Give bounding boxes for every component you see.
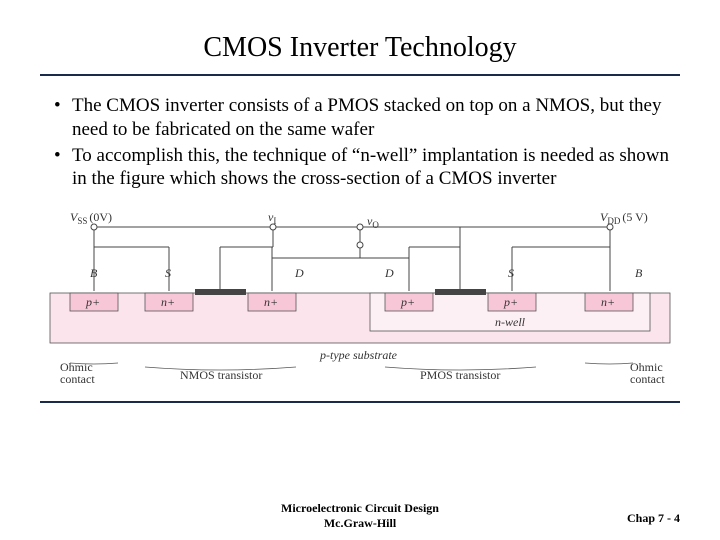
bullet-item: To accomplish this, the technique of “n-… xyxy=(54,144,680,192)
svg-text:B: B xyxy=(635,266,643,280)
svg-text:S: S xyxy=(508,266,514,280)
svg-text:D: D xyxy=(384,266,394,280)
footer-center: Microelectronic Circuit Design Mc.Graw-H… xyxy=(281,501,439,530)
svg-text:p+: p+ xyxy=(400,295,415,309)
svg-text:D: D xyxy=(294,266,304,280)
svg-text:VDD(5 V): VDD(5 V) xyxy=(600,210,648,226)
pmos-gate xyxy=(435,289,486,295)
nmos-gate xyxy=(195,289,246,295)
svg-text:vO: vO xyxy=(367,214,379,230)
bullet-item: The CMOS inverter consists of a PMOS sta… xyxy=(54,94,680,142)
rule-top xyxy=(40,74,680,76)
svg-text:p+: p+ xyxy=(503,295,518,309)
footer: Microelectronic Circuit Design Mc.Graw-H… xyxy=(0,501,720,530)
bullet-list: The CMOS inverter consists of a PMOS sta… xyxy=(40,94,680,191)
rule-bottom xyxy=(40,401,680,403)
bottom-labels: Ohmiccontact NMOS transistor PMOS transi… xyxy=(60,360,665,386)
slide-title: CMOS Inverter Technology xyxy=(40,32,680,64)
svg-text:VSS(0V): VSS(0V) xyxy=(70,210,112,226)
footer-line2: Mc.Graw-Hill xyxy=(281,516,439,530)
svg-text:Ohmiccontact: Ohmiccontact xyxy=(630,360,665,386)
svg-text:vI: vI xyxy=(268,210,276,226)
svg-text:B: B xyxy=(90,266,98,280)
pin-labels: B S D D S B xyxy=(90,266,643,280)
substrate-label: p-type substrate xyxy=(319,348,398,362)
wiring xyxy=(91,224,613,291)
svg-text:n+: n+ xyxy=(264,295,278,309)
footer-line1: Microelectronic Circuit Design xyxy=(281,501,439,515)
cmos-cross-section-svg: VSS(0V) vI vO VDD(5 V) B S D D S B p+ n+… xyxy=(40,203,680,393)
footer-right: Chap 7 - 4 xyxy=(627,511,680,526)
cmos-figure: VSS(0V) vI vO VDD(5 V) B S D D S B p+ n+… xyxy=(40,203,680,393)
nwell-label: n-well xyxy=(495,315,526,329)
svg-text:S: S xyxy=(165,266,171,280)
svg-text:n+: n+ xyxy=(601,295,615,309)
svg-text:p+: p+ xyxy=(85,295,100,309)
svg-text:n+: n+ xyxy=(161,295,175,309)
